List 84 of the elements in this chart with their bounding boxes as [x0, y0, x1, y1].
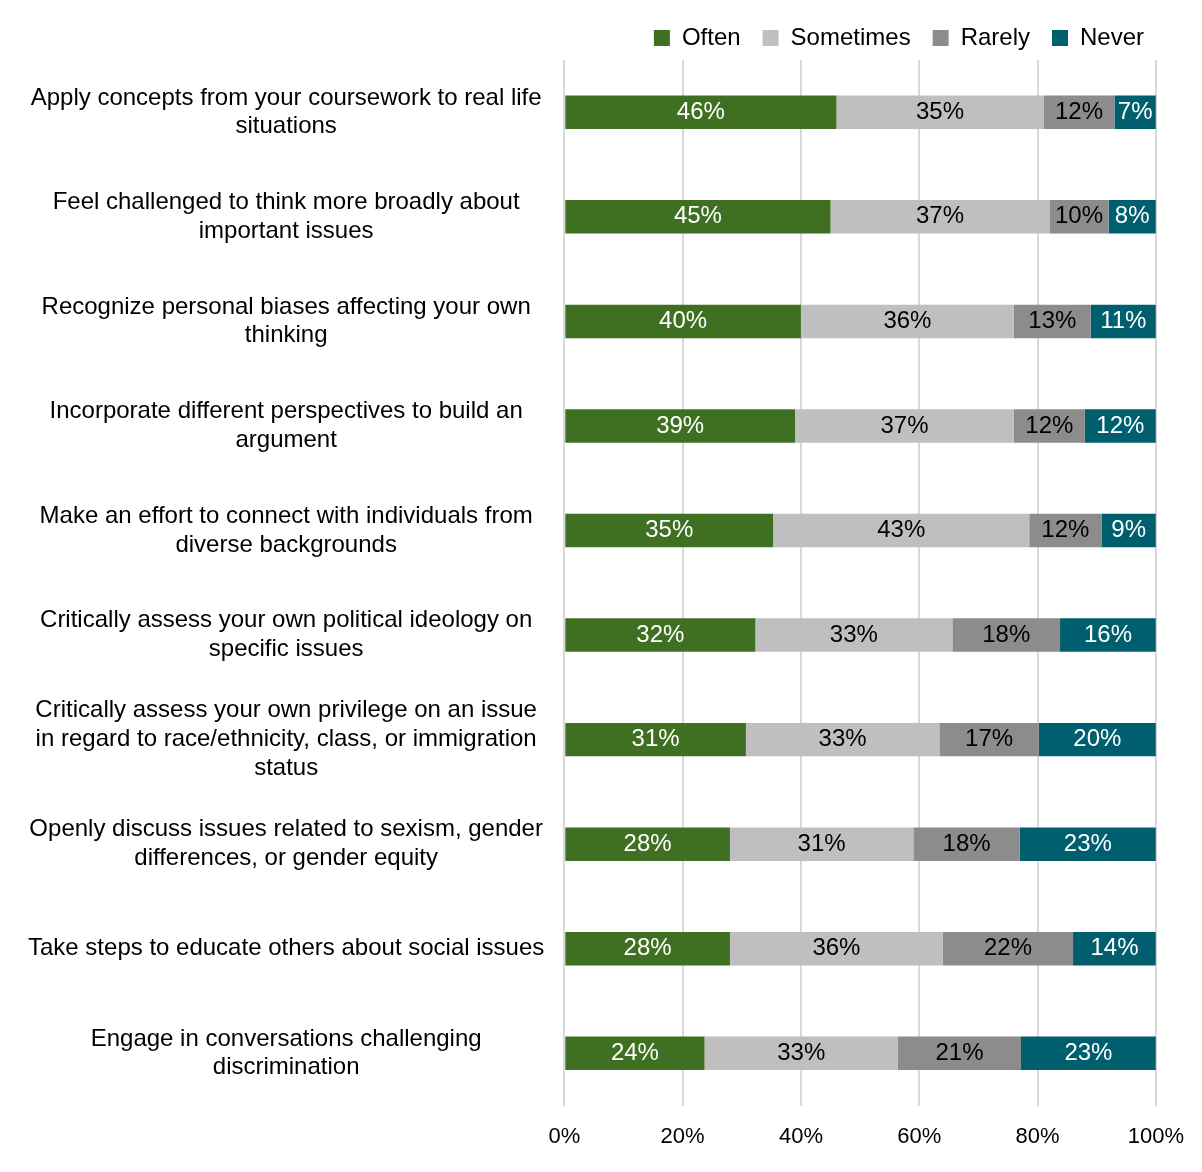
- data-label: 22%: [983, 933, 1032, 961]
- x-tick-label: 60%: [897, 1122, 942, 1148]
- bar: [795, 409, 1014, 443]
- bar: [729, 932, 943, 966]
- bar: [913, 827, 1020, 861]
- bar: [745, 722, 940, 757]
- data-label: 39%: [656, 410, 705, 438]
- data-label: 32%: [636, 619, 685, 647]
- data-label: 7%: [1117, 96, 1153, 124]
- bar: [565, 932, 730, 966]
- data-label: 8%: [1114, 201, 1150, 229]
- data-label: 33%: [818, 724, 867, 752]
- data-label: 23%: [1064, 1037, 1113, 1065]
- y-tick-label: Feel challenged to think more broadly about important issues: [52, 187, 520, 243]
- bar: [952, 618, 1061, 652]
- data-label: 16%: [1083, 619, 1132, 647]
- bar: [836, 95, 1044, 130]
- data-label: 18%: [942, 828, 991, 856]
- data-label: 31%: [631, 724, 680, 752]
- data-label: 12%: [1096, 410, 1145, 438]
- data-label: 35%: [915, 96, 964, 124]
- data-label: 20%: [1073, 724, 1122, 752]
- data-label: 17%: [965, 724, 1014, 752]
- bar: [565, 409, 796, 443]
- data-label: 23%: [1063, 828, 1112, 856]
- bar: [800, 304, 1014, 339]
- data-label: 13%: [1028, 306, 1077, 334]
- data-label: 43%: [877, 515, 926, 543]
- bar: [773, 513, 1030, 548]
- y-tick-label: Make an effort to connect with individuals from diverse backgrounds: [39, 500, 533, 557]
- bar: [755, 618, 953, 652]
- data-label: 36%: [883, 306, 932, 334]
- bar: [830, 200, 1050, 234]
- data-label: 12%: [1041, 515, 1090, 543]
- data-label: 28%: [623, 933, 672, 961]
- data-label: 40%: [659, 306, 708, 334]
- bar: [565, 95, 837, 130]
- x-tick-label: 80%: [1015, 1122, 1060, 1148]
- x-tick-label: 40%: [778, 1122, 823, 1148]
- data-label: 10%: [1054, 201, 1103, 229]
- bar: [565, 513, 774, 548]
- data-label: 35%: [645, 515, 694, 543]
- x-tick-label: 100%: [1127, 1122, 1185, 1148]
- legend-label: Sometimes: [790, 22, 911, 50]
- legend-label: Rarely: [960, 22, 1030, 50]
- data-label: 37%: [915, 201, 964, 229]
- bar: [897, 1036, 1021, 1071]
- data-label: 18%: [982, 619, 1031, 647]
- y-tick-label: Recognize personal biases affecting your own thinking: [41, 291, 531, 348]
- bar: [565, 1036, 705, 1071]
- legend-label: Often: [681, 22, 741, 50]
- legend-label: Never: [1079, 22, 1145, 50]
- x-tick-label: 20%: [660, 1122, 705, 1148]
- data-label: 45%: [673, 201, 722, 229]
- data-label: 12%: [1054, 96, 1103, 124]
- y-tick-label: Take steps to educate others about social issues: [28, 933, 545, 961]
- bar: [565, 827, 730, 861]
- data-label: 24%: [610, 1037, 659, 1065]
- bar: [704, 1036, 898, 1071]
- data-label: 36%: [812, 933, 861, 961]
- bar: [565, 304, 801, 339]
- data-label: 14%: [1090, 933, 1139, 961]
- data-label: 11%: [1100, 306, 1147, 334]
- bar: [565, 200, 831, 234]
- data-label: 9%: [1111, 515, 1146, 543]
- data-label: 46%: [676, 96, 725, 124]
- data-label: 33%: [829, 619, 878, 647]
- data-label: 12%: [1025, 410, 1074, 438]
- y-tick-label: Critically assess your own political ideology on specific issues: [40, 605, 533, 662]
- y-tick-label: Openly discuss issues related to sexism, gender differences, or gender equity: [29, 814, 543, 871]
- data-label: 33%: [777, 1037, 826, 1065]
- y-tick-label: Apply concepts from your coursework to real life situations: [30, 82, 542, 139]
- y-tick-label: Critically assess your own privilege on an issue in regard to race/ethnicity, class, or immigration status: [35, 695, 537, 781]
- data-label: 37%: [880, 410, 929, 438]
- y-tick-label: Engage in conversations challenging discrimination: [90, 1023, 482, 1080]
- data-label: 21%: [935, 1037, 984, 1065]
- bar: [729, 827, 914, 861]
- data-label: 28%: [623, 828, 672, 856]
- bar: [565, 618, 756, 652]
- data-label: 31%: [797, 828, 846, 856]
- bar: [565, 722, 746, 757]
- bar: [1019, 827, 1156, 861]
- x-tick-label: 0%: [548, 1122, 581, 1148]
- y-tick-label: Incorporate different perspectives to build an argument: [49, 396, 523, 452]
